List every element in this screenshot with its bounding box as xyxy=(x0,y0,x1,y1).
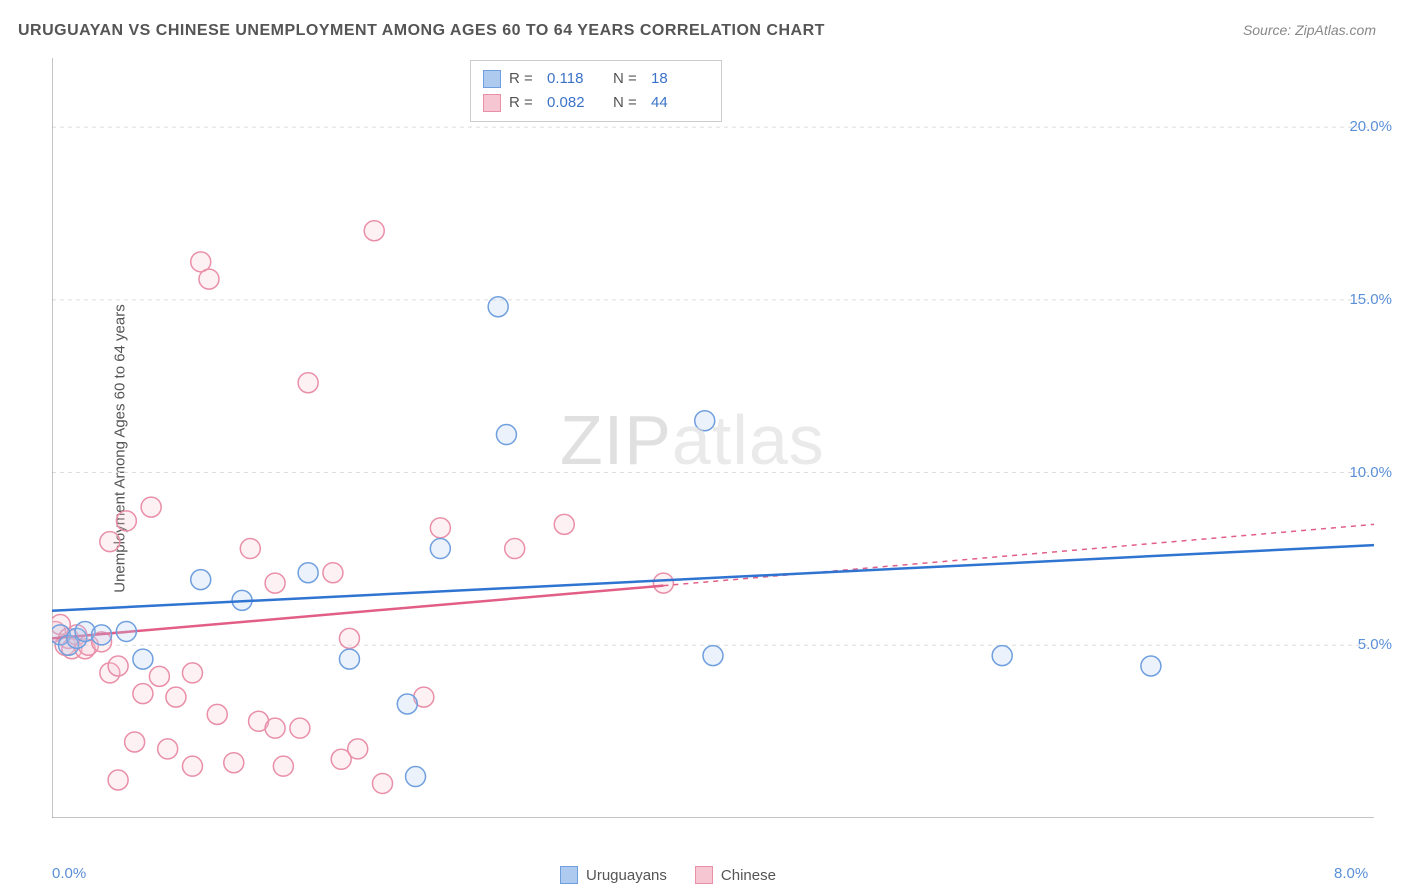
legend-row: R = 0.082 N = 44 xyxy=(483,91,709,115)
y-tick-label: 5.0% xyxy=(1358,636,1392,653)
legend-n-label: N = xyxy=(613,67,643,91)
legend-swatch xyxy=(483,94,501,112)
source-attribution: Source: ZipAtlas.com xyxy=(1243,22,1376,38)
legend-n-label: N = xyxy=(613,91,643,115)
chart-title: URUGUAYAN VS CHINESE UNEMPLOYMENT AMONG … xyxy=(18,22,825,40)
legend-r-value: 0.118 xyxy=(547,67,605,91)
legend-n-value: 44 xyxy=(651,91,709,115)
legend-swatch xyxy=(560,866,578,884)
legend-label: Chinese xyxy=(721,867,776,884)
legend-n-value: 18 xyxy=(651,67,709,91)
x-tick-label: 8.0% xyxy=(1334,865,1368,882)
legend-item: Uruguayans xyxy=(560,866,667,884)
legend-series: Uruguayans Chinese xyxy=(560,866,776,884)
scatter-chart xyxy=(52,58,1374,818)
y-tick-label: 15.0% xyxy=(1349,291,1392,308)
legend-r-value: 0.082 xyxy=(547,91,605,115)
y-tick-label: 20.0% xyxy=(1349,118,1392,135)
legend-r-label: R = xyxy=(509,67,539,91)
y-tick-label: 10.0% xyxy=(1349,464,1392,481)
legend-correlation: R = 0.118 N = 18 R = 0.082 N = 44 xyxy=(470,60,722,122)
x-tick-label: 0.0% xyxy=(52,865,86,882)
legend-r-label: R = xyxy=(509,91,539,115)
legend-label: Uruguayans xyxy=(586,867,667,884)
legend-row: R = 0.118 N = 18 xyxy=(483,67,709,91)
plot-area xyxy=(52,58,1374,818)
legend-swatch xyxy=(695,866,713,884)
legend-swatch xyxy=(483,70,501,88)
legend-item: Chinese xyxy=(695,866,776,884)
